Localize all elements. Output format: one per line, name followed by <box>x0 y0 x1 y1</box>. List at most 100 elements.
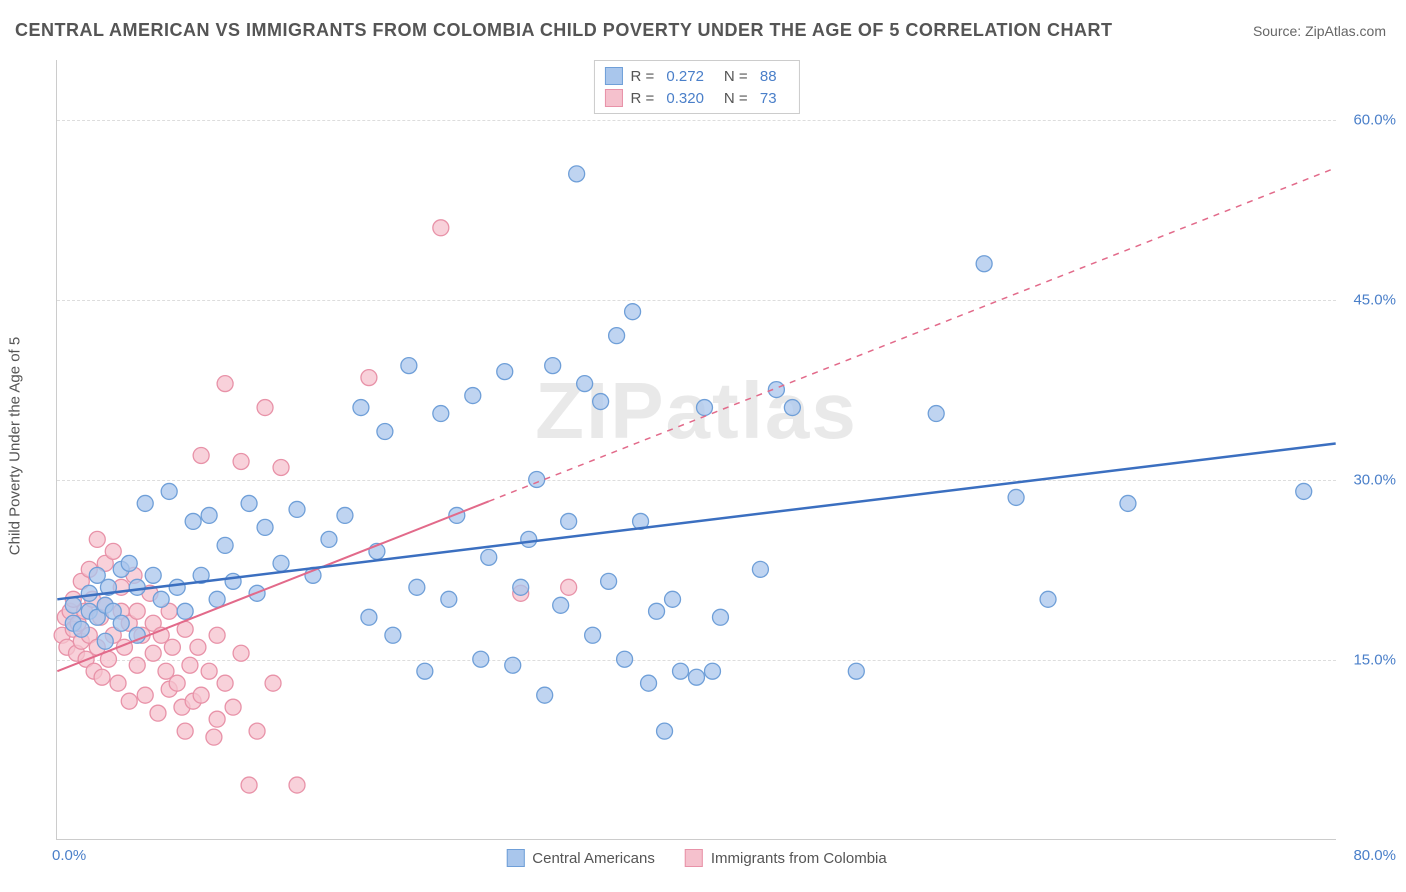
data-point-pink <box>94 669 110 685</box>
data-point-blue <box>585 627 601 643</box>
data-point-blue <box>401 358 417 374</box>
data-point-pink <box>561 579 577 595</box>
data-point-pink <box>193 687 209 703</box>
data-point-blue <box>273 555 289 571</box>
data-point-blue <box>185 513 201 529</box>
data-point-blue <box>97 633 113 649</box>
data-point-blue <box>465 388 481 404</box>
regression-line-blue <box>57 444 1335 600</box>
data-point-blue <box>593 394 609 410</box>
y-tick-label: 15.0% <box>1353 652 1396 669</box>
data-point-blue <box>129 579 145 595</box>
data-point-pink <box>217 376 233 392</box>
legend-row: R = 0.272 N = 88 <box>604 65 788 87</box>
swatch-blue <box>604 67 622 85</box>
data-point-blue <box>289 501 305 517</box>
data-point-blue <box>225 573 241 589</box>
swatch-blue <box>506 849 524 867</box>
data-point-blue <box>553 597 569 613</box>
data-point-pink <box>129 657 145 673</box>
data-point-blue <box>697 400 713 416</box>
scatter-svg <box>57 60 1336 839</box>
data-point-pink <box>265 675 281 691</box>
data-point-pink <box>201 663 217 679</box>
stat-n-label: N = <box>724 90 752 107</box>
data-point-blue <box>673 663 689 679</box>
data-point-blue <box>377 424 393 440</box>
stat-n-pink: 73 <box>760 90 777 107</box>
data-point-blue <box>113 615 129 631</box>
data-point-blue <box>481 549 497 565</box>
data-point-blue <box>784 400 800 416</box>
data-point-blue <box>1120 495 1136 511</box>
data-point-pink <box>289 777 305 793</box>
data-point-pink <box>177 723 193 739</box>
data-point-blue <box>609 328 625 344</box>
data-point-pink <box>209 711 225 727</box>
data-point-pink <box>273 459 289 475</box>
data-point-pink <box>433 220 449 236</box>
stat-r-pink: 0.320 <box>666 90 704 107</box>
plot-area: ZIPatlas 15.0%30.0%45.0%60.0% R = 0.272 … <box>56 60 1336 840</box>
data-point-pink <box>129 603 145 619</box>
data-point-blue <box>513 579 529 595</box>
data-point-blue <box>81 585 97 601</box>
data-point-pink <box>249 723 265 739</box>
data-point-pink <box>164 639 180 655</box>
data-point-pink <box>225 699 241 715</box>
data-point-pink <box>105 543 121 559</box>
data-point-blue <box>177 603 193 619</box>
data-point-blue <box>161 483 177 499</box>
data-point-blue <box>137 495 153 511</box>
data-point-pink <box>169 675 185 691</box>
y-tick-label: 30.0% <box>1353 472 1396 489</box>
data-point-blue <box>561 513 577 529</box>
data-point-pink <box>217 675 233 691</box>
data-point-pink <box>89 531 105 547</box>
data-point-pink <box>193 448 209 464</box>
legend-stats: R = 0.272 N = 88 R = 0.320 N = 73 <box>593 60 799 114</box>
data-point-blue <box>129 627 145 643</box>
data-point-pink <box>241 777 257 793</box>
legend-item: Immigrants from Colombia <box>685 849 887 867</box>
data-point-blue <box>73 621 89 637</box>
y-tick-label: 45.0% <box>1353 292 1396 309</box>
source-label: Source: ZipAtlas.com <box>1253 23 1386 39</box>
data-point-blue <box>537 687 553 703</box>
data-point-pink <box>257 400 273 416</box>
data-point-blue <box>497 364 513 380</box>
data-point-blue <box>209 591 225 607</box>
data-point-blue <box>665 591 681 607</box>
data-point-blue <box>361 609 377 625</box>
data-point-blue <box>617 651 633 667</box>
data-point-blue <box>241 495 257 511</box>
data-point-pink <box>209 627 225 643</box>
data-point-blue <box>529 471 545 487</box>
data-point-blue <box>848 663 864 679</box>
data-point-blue <box>153 591 169 607</box>
data-point-blue <box>689 669 705 685</box>
data-point-pink <box>206 729 222 745</box>
data-point-blue <box>65 597 81 613</box>
data-point-blue <box>353 400 369 416</box>
data-point-blue <box>601 573 617 589</box>
data-point-pink <box>190 639 206 655</box>
data-point-blue <box>409 579 425 595</box>
data-point-blue <box>928 406 944 422</box>
data-point-pink <box>150 705 166 721</box>
data-point-blue <box>169 579 185 595</box>
data-point-blue <box>649 603 665 619</box>
stat-r-label: R = <box>630 90 658 107</box>
stat-n-label: N = <box>724 68 752 85</box>
data-point-pink <box>361 370 377 386</box>
chart-title: CENTRAL AMERICAN VS IMMIGRANTS FROM COLO… <box>15 20 1113 41</box>
data-point-pink <box>121 693 137 709</box>
data-point-blue <box>569 166 585 182</box>
data-point-blue <box>441 591 457 607</box>
stat-n-blue: 88 <box>760 68 777 85</box>
data-point-pink <box>137 687 153 703</box>
data-point-blue <box>625 304 641 320</box>
stat-r-label: R = <box>630 68 658 85</box>
stat-r-blue: 0.272 <box>666 68 704 85</box>
legend-label-pink: Immigrants from Colombia <box>711 850 887 867</box>
